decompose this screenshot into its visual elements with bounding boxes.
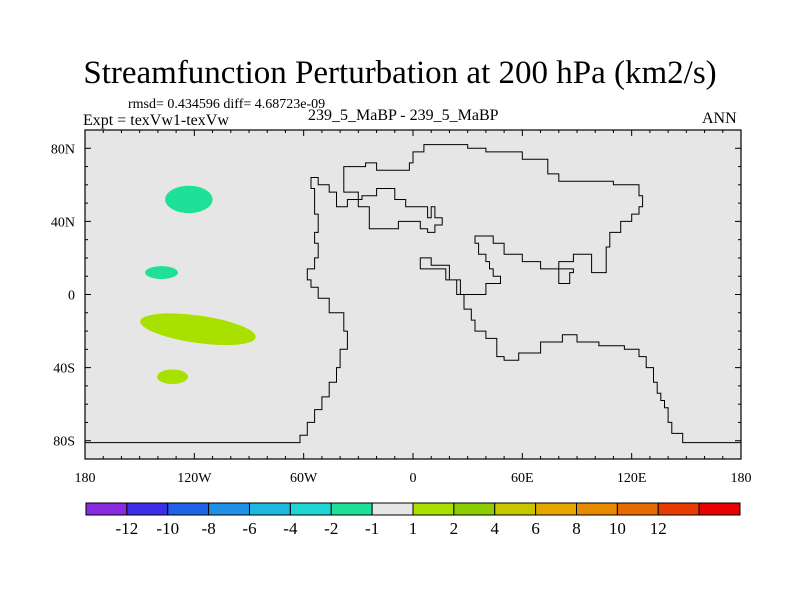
x-tick-label-3: 0 xyxy=(410,471,417,486)
experiment-label: Expt = texVw1-texVw xyxy=(83,112,229,129)
anomaly-contour-1 xyxy=(145,266,178,279)
colorbar-box-10 xyxy=(494,502,537,516)
colorbar-box-0 xyxy=(85,502,128,516)
colorbar-box-4 xyxy=(249,502,291,516)
colorbar-label-9: 4 xyxy=(491,519,500,538)
colorbar-box-13 xyxy=(616,502,659,516)
colorbar-label-2: -8 xyxy=(202,519,216,538)
anomaly-contour-3 xyxy=(156,369,188,385)
anomaly-contour-0 xyxy=(165,185,213,214)
colorbar-label-0: -12 xyxy=(116,519,139,538)
colorbar-label-3: -6 xyxy=(242,519,256,538)
x-tick-label-0: 180 xyxy=(75,471,96,486)
colorbar-label-1: -10 xyxy=(156,519,179,538)
chart-title: Streamfunction Perturbation at 200 hPa (… xyxy=(83,55,717,91)
colorbar-box-7 xyxy=(371,502,414,516)
colorbar-box-9 xyxy=(453,502,496,516)
y-tick-label-1: 40N xyxy=(51,215,75,230)
y-tick-label-3: 40S xyxy=(53,362,75,377)
colorbar-label-5: -2 xyxy=(324,519,338,538)
colorbar-box-1 xyxy=(126,502,169,516)
colorbar-box-8 xyxy=(412,502,455,516)
colorbar-box-2 xyxy=(167,502,210,516)
season-label: ANN xyxy=(702,110,737,127)
x-tick-label-5: 120E xyxy=(617,471,647,486)
colorbar-box-12 xyxy=(576,502,618,516)
colorbar-label-7: 1 xyxy=(409,519,418,538)
colorbar-box-11 xyxy=(535,502,577,516)
map-background xyxy=(85,130,741,459)
coastline-0 xyxy=(85,144,741,444)
y-tick-label-2: 0 xyxy=(68,289,75,304)
y-tick-label-4: 80S xyxy=(53,435,75,450)
x-tick-label-1: 120W xyxy=(177,471,212,486)
colorbar-label-8: 2 xyxy=(450,519,459,538)
colorbar-box-5 xyxy=(289,502,332,516)
colorbar-label-13: 12 xyxy=(650,519,667,538)
y-tick-label-0: 80N xyxy=(51,142,75,157)
x-tick-label-6: 180 xyxy=(731,471,752,486)
anomaly-contour-2 xyxy=(140,313,256,346)
case-label: 239_5_MaBP - 239_5_MaBP xyxy=(308,107,499,124)
colorbar-box-15 xyxy=(698,502,741,516)
colorbar-label-6: -1 xyxy=(365,519,379,538)
colorbar-label-12: 10 xyxy=(609,519,626,538)
colorbar-box-6 xyxy=(330,502,373,516)
x-tick-label-2: 60W xyxy=(290,471,318,486)
colorbar-label-4: -4 xyxy=(283,519,298,538)
colorbar-label-11: 8 xyxy=(572,519,581,538)
colorbar-box-3 xyxy=(208,502,250,516)
stats-label: rmsd= 0.434596 diff= 4.68723e-09 xyxy=(128,97,326,112)
x-tick-label-4: 60E xyxy=(511,471,534,486)
colorbar-box-14 xyxy=(657,502,700,516)
colorbar-label-10: 6 xyxy=(531,519,540,538)
